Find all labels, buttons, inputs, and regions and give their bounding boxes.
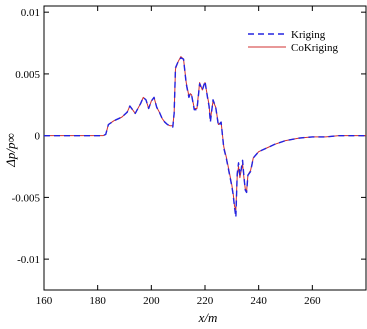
- series-line-kriging: [44, 57, 366, 218]
- legend-label-cokriging: CoKriging: [291, 42, 339, 54]
- y-tick-label: 0: [35, 131, 41, 143]
- legend-label-kriging: Kriging: [291, 29, 326, 41]
- y-tick-label: -0.01: [17, 254, 40, 266]
- legend: Kriging CoKriging: [248, 29, 339, 54]
- x-tick-label: 180: [89, 295, 106, 307]
- x-tick-label: 160: [36, 295, 53, 307]
- x-tick-label: 200: [143, 295, 160, 307]
- y-axis-title: Δp/p∞: [3, 133, 18, 168]
- x-axis-title: x/m: [198, 310, 218, 325]
- y-tick-label: 0.01: [21, 7, 40, 19]
- x-tick-label: 260: [304, 295, 321, 307]
- y-tick-label: -0.005: [12, 192, 41, 204]
- y-tick-label: 0.005: [15, 69, 40, 81]
- x-tick-label: 240: [250, 295, 267, 307]
- series-line-cokriging: [44, 56, 366, 211]
- x-tick-label: 220: [197, 295, 214, 307]
